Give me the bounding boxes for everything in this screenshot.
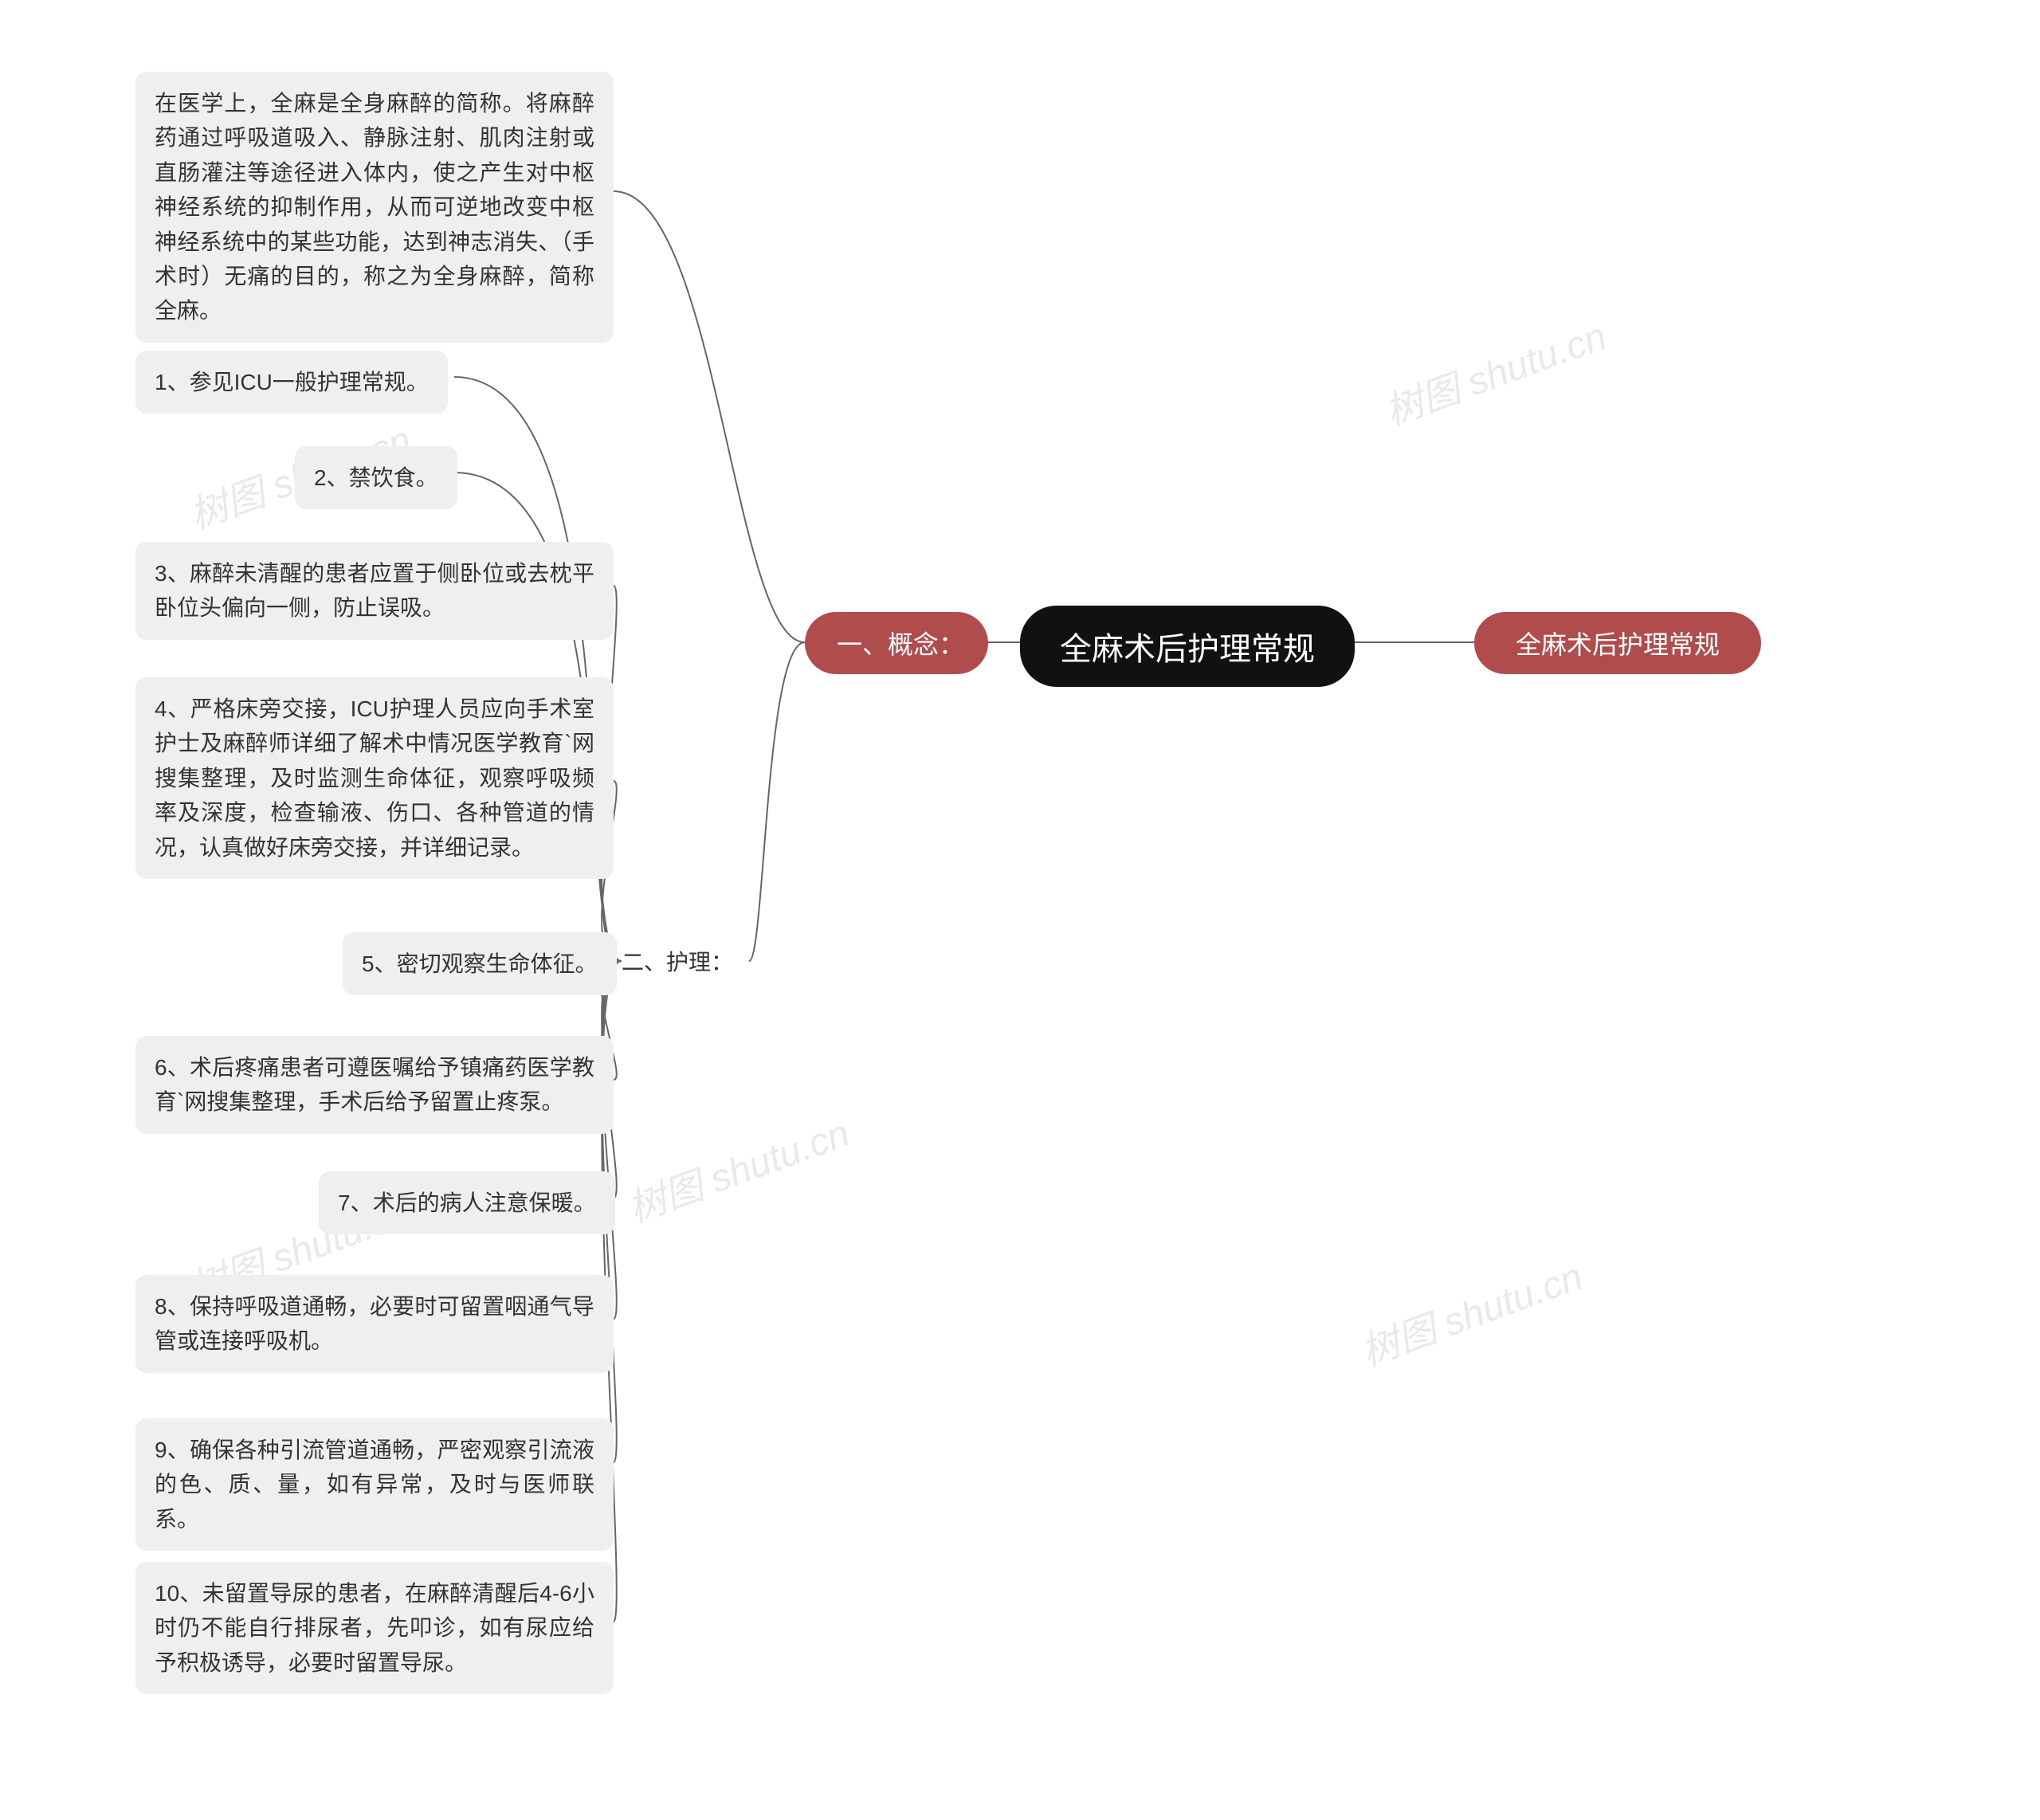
branch-right[interactable]: 全麻术后护理常规 bbox=[1474, 612, 1761, 674]
leaf-concept[interactable]: 在医学上，全麻是全身麻醉的简称。将麻醉药通过呼吸道吸入、静脉注射、肌肉注射或直肠… bbox=[135, 72, 614, 343]
watermark: 树图 shutu.cn bbox=[1352, 1245, 1589, 1376]
leaf-care-7[interactable]: 7、术后的病人注意保暖。 bbox=[319, 1171, 615, 1234]
watermark: 树图 shutu.cn bbox=[619, 1101, 856, 1233]
leaf-care-1[interactable]: 1、参见ICU一般护理常规。 bbox=[135, 351, 448, 414]
leaf-care-9[interactable]: 9、确保各种引流管道通畅，严密观察引流液的色、质、量，如有异常，及时与医师联系。 bbox=[135, 1418, 614, 1551]
leaf-care-4[interactable]: 4、严格床旁交接，ICU护理人员应向手术室护士及麻醉师详细了解术中情况医学教育`… bbox=[135, 677, 614, 879]
leaf-care-8[interactable]: 8、保持呼吸道通畅，必要时可留置咽通气导管或连接呼吸机。 bbox=[135, 1275, 614, 1373]
leaf-care-6[interactable]: 6、术后疼痛患者可遵医嘱给予镇痛药医学教育`网搜集整理，手术后给予留置止疼泵。 bbox=[135, 1036, 614, 1134]
leaf-care-2[interactable]: 2、禁饮食。 bbox=[295, 446, 457, 509]
leaf-care-5[interactable]: 5、密切观察生命体征。 bbox=[343, 932, 617, 995]
branch-concept[interactable]: 一、概念： bbox=[805, 612, 988, 674]
leaf-care-3[interactable]: 3、麻醉未清醒的患者应置于侧卧位或去枕平卧位头偏向一侧，防止误吸。 bbox=[135, 542, 614, 640]
leaf-care-10[interactable]: 10、未留置导尿的患者，在麻醉清醒后4-6小时仍不能自行排尿者，先叩诊，如有尿应… bbox=[135, 1562, 614, 1694]
branch-care[interactable]: 二、护理： bbox=[622, 945, 733, 977]
watermark: 树图 shutu.cn bbox=[1376, 304, 1613, 436]
mindmap-root[interactable]: 全麻术后护理常规 bbox=[1020, 606, 1355, 687]
